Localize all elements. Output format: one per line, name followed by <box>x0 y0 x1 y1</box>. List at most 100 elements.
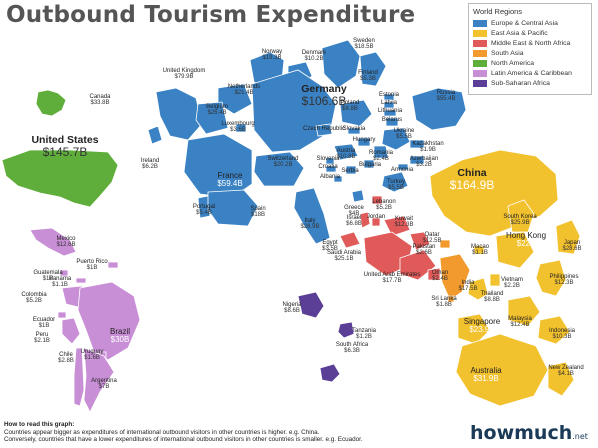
country-name: Argentina <box>91 378 117 384</box>
legend-item: North America <box>473 58 587 68</box>
country-shape-turkey <box>381 171 409 193</box>
country-shape-pakistan <box>439 239 451 249</box>
country-value: $22B <box>516 239 536 249</box>
country-shape-bulgaria <box>363 159 375 169</box>
country-value: $12.5B <box>422 238 442 245</box>
country-value: $31.9B <box>473 374 499 384</box>
country-label-finland: Finland $5.3B <box>358 70 378 83</box>
country-shape-slovenia <box>325 157 335 165</box>
country-value: $59.4B <box>217 179 243 189</box>
country-shape-poland <box>339 99 373 127</box>
country-value: $2.2B <box>504 283 520 290</box>
legend-item: Europe & Central Asia <box>473 18 587 28</box>
country-value: $5.5B <box>388 185 404 192</box>
country-name: Lebanon <box>372 199 396 205</box>
country-name: United Kingdom <box>162 68 206 74</box>
country-value: $8.8B <box>342 106 358 113</box>
country-shape-indonesia <box>537 315 571 345</box>
country-value: $26.4B <box>207 110 227 117</box>
country-shape-vietnam <box>489 273 501 287</box>
country-name: United States <box>31 134 99 146</box>
country-value: $21.4B <box>234 90 254 97</box>
country-label-lithuania: Lithuania <box>378 108 402 114</box>
country-label-australia: Australia $31.9B <box>470 366 501 384</box>
country-label-armenia: Armenia <box>391 167 413 173</box>
country-name: Singapore <box>463 317 501 326</box>
country-value: $2.4B <box>432 276 448 283</box>
country-label-france: France $59.4B <box>217 171 243 189</box>
country-shape-greece <box>351 189 365 203</box>
country-shape-nigeria <box>297 291 325 319</box>
country-shape-kuwait <box>383 215 411 237</box>
country-shape-jordan <box>371 217 381 227</box>
country-value: $164.9B <box>449 178 495 193</box>
legend-item: East Asia & Pacific <box>473 28 587 38</box>
country-value: $79.9B <box>174 74 194 81</box>
country-label-kuwait: Kuwait $12.3B <box>394 216 413 229</box>
country-shape-czech-republic <box>315 123 333 137</box>
country-name: Oman <box>431 270 449 276</box>
country-label-chile: Chile $2.8B <box>58 352 74 365</box>
country-name: Brazil <box>109 327 131 336</box>
country-value: $1B <box>38 323 50 330</box>
country-name: Denmark <box>301 50 327 56</box>
country-name: Latvia <box>380 100 398 106</box>
country-shape-new-zealand <box>547 361 575 397</box>
country-label-spain: Spain $18B <box>250 206 265 219</box>
country-value: $5.2B <box>26 298 42 305</box>
country-label-netherlands: Netherlands $21.4B <box>228 84 260 97</box>
country-name: Ireland <box>140 158 160 164</box>
country-label-saudi-arabia: Saudi Arabia $25.1B <box>327 250 361 263</box>
country-name: Slovenia <box>316 156 340 162</box>
country-label-russia: Russia $55.4B <box>436 90 455 103</box>
country-name: Kuwait <box>394 216 413 222</box>
country-shape-sri-lanka <box>447 295 455 303</box>
country-label-albania: Albania <box>320 174 340 180</box>
country-value: $2.6B <box>416 250 432 257</box>
country-label-poland: Poland $8.8B <box>341 100 360 113</box>
country-shape-netherlands <box>217 83 253 115</box>
country-shape-tanzania <box>337 321 355 339</box>
country-shape-switzerland <box>253 151 305 187</box>
country-shape-sweden <box>321 39 361 89</box>
country-name: Peru <box>35 332 49 338</box>
country-name: Hong Kong <box>505 231 547 240</box>
country-label-hungary: Hungary <box>353 137 376 143</box>
country-value: $12.6B <box>56 242 76 249</box>
legend-label: Sub-Saharan Africa <box>491 79 550 87</box>
country-value: $18B <box>250 212 266 219</box>
country-label-italy: Italy $28.9B <box>300 218 319 231</box>
country-shape-hungary <box>357 137 371 147</box>
country-value: $20.2B <box>273 162 293 169</box>
country-label-japan: Japan $28.6B <box>562 240 581 253</box>
country-shape-albania <box>333 175 343 183</box>
legend-swatch <box>473 79 487 87</box>
country-value: $106.6B <box>301 94 347 109</box>
country-label-norway: Norway $19.3B <box>262 49 282 62</box>
country-label-switzerland: Switzerland $20.2B <box>267 156 298 169</box>
country-label-panama: Panama $1.1B <box>49 276 71 289</box>
country-name: Kazakhstan <box>412 141 444 147</box>
country-label-china: China $164.9B <box>449 167 495 193</box>
country-value: $17.7B <box>382 278 402 285</box>
country-shape-canada <box>35 89 67 117</box>
country-value: $8.6B <box>284 308 300 315</box>
country-shape-guatemala <box>59 269 69 277</box>
legend-label: East Asia & Pacific <box>491 29 548 37</box>
country-value: $25.1B <box>334 256 354 263</box>
country-name: Japan <box>563 240 581 246</box>
country-name: Estonia <box>378 92 400 98</box>
country-value: $1.6B <box>84 355 100 362</box>
country-label-mexico: Mexico $12.6B <box>56 236 75 249</box>
country-shape-lithuania <box>383 109 397 117</box>
country-shape-panama <box>75 277 87 284</box>
country-name: Thailand <box>480 291 504 297</box>
country-value: $3.2B <box>416 162 432 169</box>
country-value: $3.6B <box>230 127 246 134</box>
country-value: $5.5B <box>396 134 412 141</box>
country-shape-austria <box>333 143 359 161</box>
country-name: Lithuania <box>377 108 403 114</box>
country-shape-china <box>429 149 559 237</box>
legend-label: North America <box>491 59 535 67</box>
